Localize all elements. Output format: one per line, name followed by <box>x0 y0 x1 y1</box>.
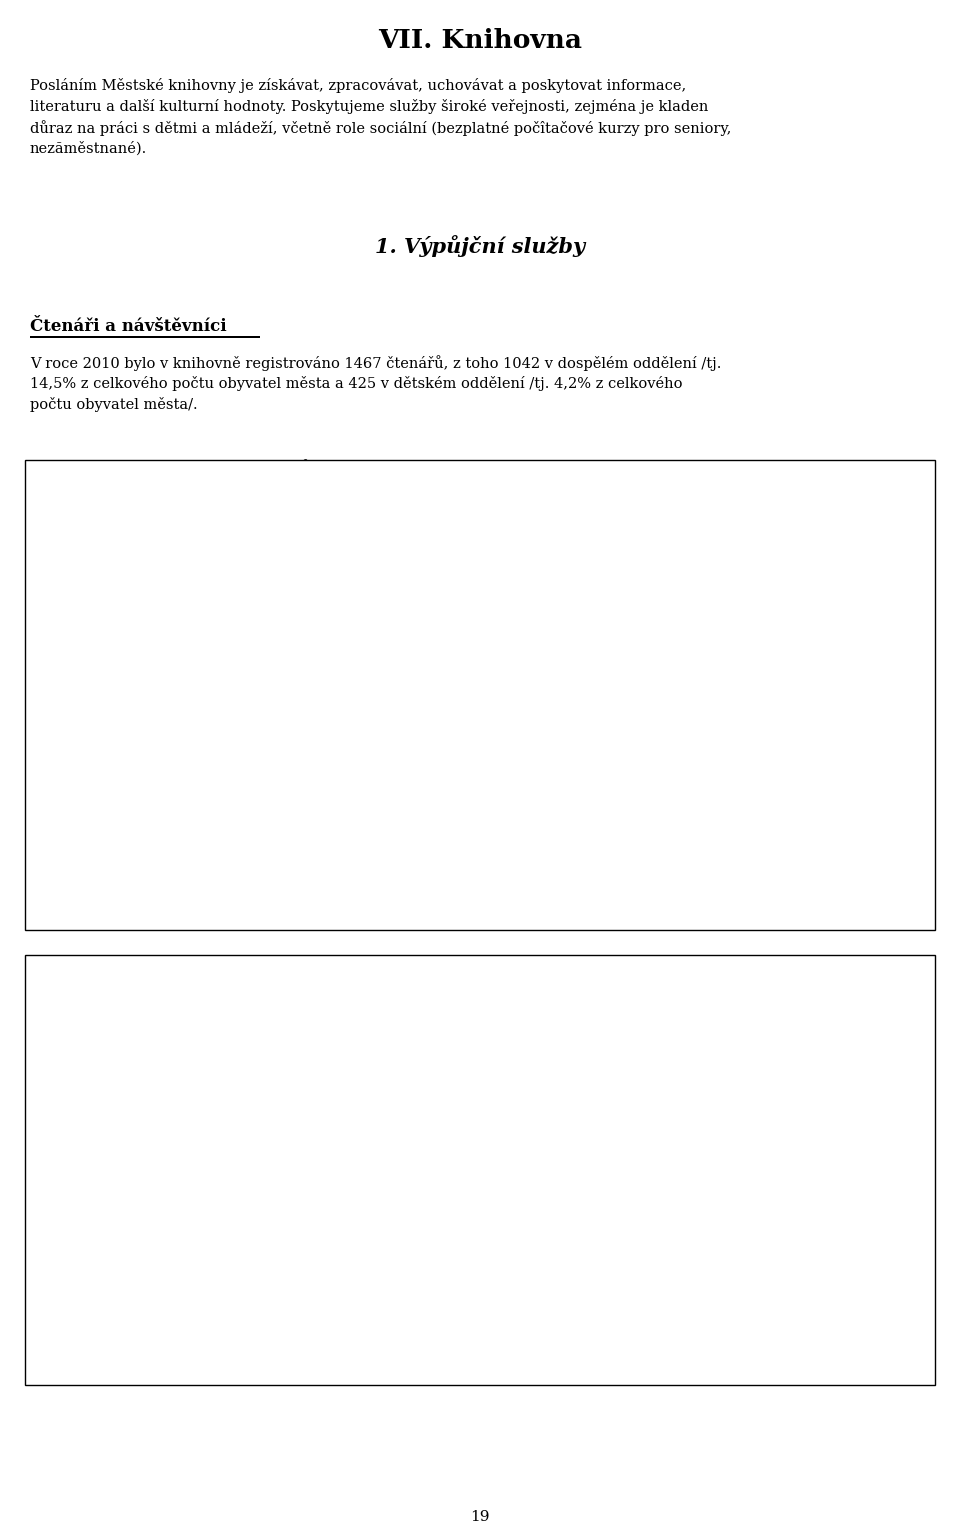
Text: 15,55%: 15,55% <box>180 871 227 885</box>
Text: 1. Výpůjční služby: 1. Výpůjční služby <box>375 235 585 258</box>
Legend: do 15-ti let, 16 až 19 let: do 15-ti let, 16 až 19 let <box>512 1142 633 1197</box>
Text: důraz na práci s dětmi a mládeží, včetně role sociální (bezplatné počîtačové kur: důraz na práci s dětmi a mládeží, včetně… <box>30 120 732 136</box>
Wedge shape <box>285 601 453 724</box>
Text: 13,15%: 13,15% <box>383 518 431 532</box>
Text: 14,5% z celkového počtu obyvatel města a 425 v dětském oddělení /tj. 4,2% z celk: 14,5% z celkového počtu obyvatel města a… <box>30 376 683 391</box>
Legend: do 15-ti let, 16 až 19 let, 20 až 29 let, 30 až 39 let, 40 až 49 let, 50 až 59 l: do 15-ti let, 16 až 19 let, 20 až 29 let… <box>535 599 644 780</box>
Wedge shape <box>285 527 427 690</box>
Text: 10,84%: 10,84% <box>174 498 222 510</box>
Text: 14,67%: 14,67% <box>73 602 120 616</box>
Wedge shape <box>117 567 285 693</box>
Text: Čtenáři a návštěvníci: Čtenáři a návštěvníci <box>30 317 227 336</box>
Text: 19: 19 <box>470 1510 490 1524</box>
Text: 15,07%: 15,07% <box>180 1003 236 1016</box>
Text: nezăměstnané).: nezăměstnané). <box>30 141 147 155</box>
Text: 12,23%: 12,23% <box>69 757 118 770</box>
Wedge shape <box>285 523 328 690</box>
Wedge shape <box>285 690 449 858</box>
Wedge shape <box>263 523 285 690</box>
Title: Věkové rozložení čtenářů (dětské oddělení): Věkové rozložení čtenářů (dětské oddělen… <box>106 964 474 980</box>
Wedge shape <box>285 523 300 690</box>
Title: Věkové rozložení čtenářů (dospělé oddělení): Věkové rozložení čtenářů (dospělé odděle… <box>96 458 474 475</box>
Wedge shape <box>117 690 285 800</box>
Text: 1,64%: 1,64% <box>275 478 315 492</box>
Text: VII. Knihovna: VII. Knihovna <box>378 28 582 54</box>
Wedge shape <box>171 523 285 690</box>
Wedge shape <box>158 690 291 858</box>
Text: V roce 2010 bylo v knihovně registrováno 1467 čtenářů, z toho 1042 v dospělém od: V roce 2010 bylo v knihovně registrováno… <box>30 356 721 371</box>
Wedge shape <box>170 1023 290 1170</box>
Text: 84,93%: 84,93% <box>348 1332 405 1346</box>
Text: Posláním Městské knihovny je získávat, zpracovávat, uchovávat a poskytovat infor: Posláním Městské knihovny je získávat, z… <box>30 78 686 94</box>
Text: 2,93%: 2,93% <box>301 481 341 495</box>
Text: literaturu a další kulturní hodnoty. Poskytujeme služby široké veřejnosti, zejmé: literaturu a další kulturní hodnoty. Pos… <box>30 100 708 113</box>
Text: 13,30%: 13,30% <box>463 647 511 661</box>
Text: počtu obyvatel města/.: počtu obyvatel města/. <box>30 397 198 412</box>
Wedge shape <box>142 1023 438 1318</box>
Text: 23,41%: 23,41% <box>394 840 442 852</box>
